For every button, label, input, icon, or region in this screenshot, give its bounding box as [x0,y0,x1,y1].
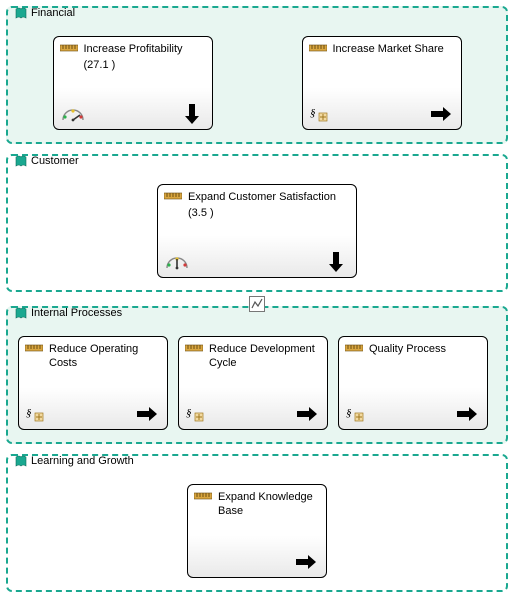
perspective-learning: Learning and Growth Expand Knowledge Bas… [6,454,508,592]
svg-text:§: § [310,107,316,119]
formula-icon: § [185,405,205,423]
card-title: Reduce Operating Costs [49,343,159,371]
book-icon [14,454,28,468]
perspective-label: Customer [12,154,81,168]
ruler-icon [194,491,212,501]
arrow-right-icon [429,105,453,123]
perspective-title: Financial [31,7,75,19]
formula-icon: § [25,405,45,423]
card-title: Increase Market Share [333,43,453,57]
card-dev-cycle[interactable]: Reduce Development Cycle § [178,336,328,430]
arrow-right-icon [455,405,479,423]
perspective-label: Financial [12,6,77,20]
book-icon [14,6,28,20]
ruler-icon [25,343,43,353]
cards-row: Expand Knowledge Base [18,484,496,578]
card-title: Quality Process [369,343,479,357]
svg-text:§: § [26,407,32,419]
cards-row: Expand Customer Satisfaction (3.5 ) [18,184,496,278]
book-icon [14,306,28,320]
card-quality[interactable]: Quality Process § [338,336,488,430]
cards-row: Reduce Operating Costs § Reduce Developm… [18,336,496,430]
ruler-icon [60,43,78,53]
perspective-label: Learning and Growth [12,454,136,468]
perspective-financial: Financial Increase Profitability (27.1 )… [6,6,508,144]
ruler-icon [185,343,203,353]
card-value: (27.1 ) [84,59,204,71]
arrow-right-icon [295,405,319,423]
perspective-label: Internal Processes [12,306,124,320]
svg-text:§: § [186,407,192,419]
perspective-internal: Internal Processes Reduce Operating Cost… [6,306,508,444]
perspective-title: Customer [31,155,79,167]
card-title: Expand Customer Satisfaction [188,191,348,205]
connector-icon [249,296,265,312]
gauge-icon [164,253,190,271]
card-title: Increase Profitability [84,43,204,57]
card-title: Reduce Development Cycle [209,343,319,371]
arrow-down-icon [180,105,204,123]
perspective-title: Learning and Growth [31,455,134,467]
card-customer-satisfaction[interactable]: Expand Customer Satisfaction (3.5 ) [157,184,357,278]
gauge-icon [60,105,86,123]
cards-row: Increase Profitability (27.1 ) Increase … [18,36,496,130]
card-market-share[interactable]: Increase Market Share § [302,36,462,130]
arrow-right-icon [135,405,159,423]
card-operating-costs[interactable]: Reduce Operating Costs § [18,336,168,430]
arrow-right-icon [294,553,318,571]
book-icon [14,154,28,168]
card-title: Expand Knowledge Base [218,491,318,519]
ruler-icon [345,343,363,353]
formula-icon: § [345,405,365,423]
perspective-customer: Customer Expand Customer Satisfaction (3… [6,154,508,292]
svg-text:§: § [346,407,352,419]
card-profitability[interactable]: Increase Profitability (27.1 ) [53,36,213,130]
arrow-down-icon [324,253,348,271]
perspective-title: Internal Processes [31,307,122,319]
formula-icon: § [309,105,329,123]
card-value: (3.5 ) [188,207,348,219]
ruler-icon [309,43,327,53]
ruler-icon [164,191,182,201]
card-knowledge-base[interactable]: Expand Knowledge Base [187,484,327,578]
